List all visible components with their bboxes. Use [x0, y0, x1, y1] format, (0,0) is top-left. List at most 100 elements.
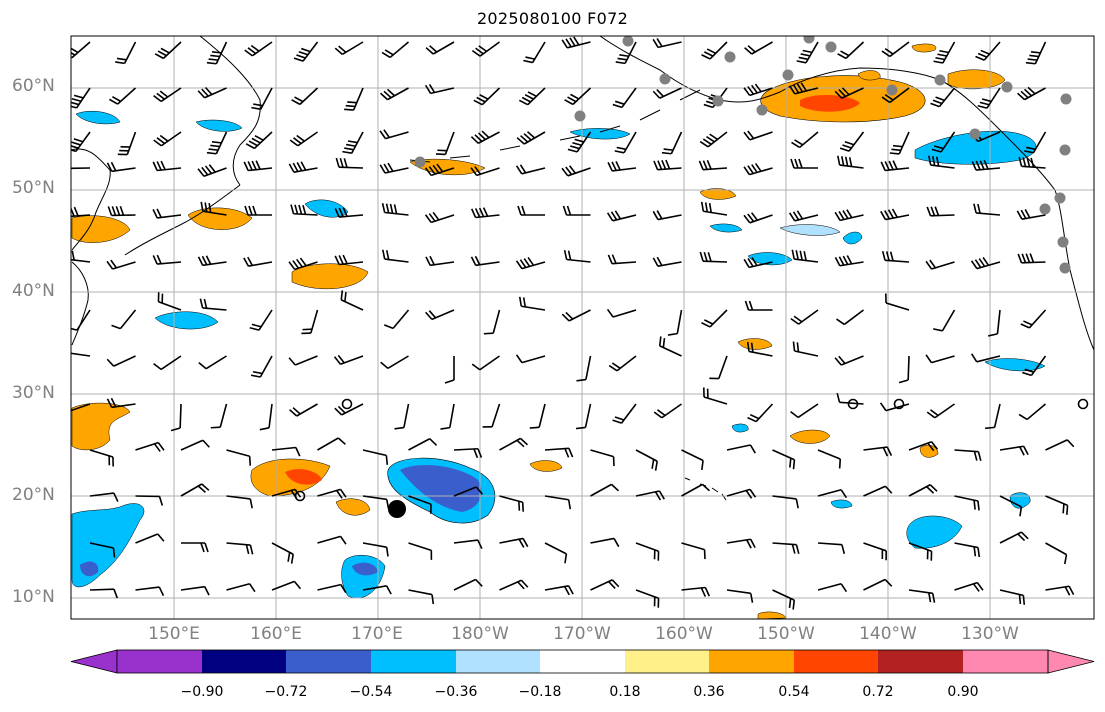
wind-barb — [499, 537, 529, 548]
wind-barb — [930, 87, 956, 108]
wind-barb — [608, 355, 637, 372]
wind-barb — [153, 87, 182, 103]
wind-barb — [863, 446, 893, 457]
wind-barb — [607, 254, 637, 265]
colorbar-tick-label: 0.90 — [947, 684, 979, 700]
wind-barb — [726, 538, 756, 549]
wind-barb — [499, 437, 529, 451]
wind-barb — [606, 210, 637, 222]
wind-barb — [408, 495, 432, 514]
wind-barb — [244, 41, 273, 57]
wind-barb — [482, 403, 501, 428]
wind-barb — [614, 131, 637, 154]
colorbar-tick-label: −0.36 — [434, 684, 478, 700]
wind-barb — [250, 355, 273, 378]
wind-barb — [226, 495, 253, 509]
negative-anomaly-region — [195, 119, 243, 132]
wind-barb — [863, 578, 893, 591]
plot-frame — [70, 35, 1095, 620]
wind-barb — [344, 87, 364, 111]
wind-barb — [435, 131, 455, 156]
positive-anomaly-region — [789, 429, 831, 444]
wind-barb — [424, 163, 455, 177]
wind-barb — [700, 201, 728, 216]
japan-coastline — [71, 261, 89, 346]
wind-barb — [1017, 253, 1046, 264]
gray-dot-marker — [1039, 203, 1051, 215]
wind-barb — [379, 87, 409, 101]
wind-barb — [954, 495, 980, 511]
gray-dot-marker — [712, 95, 724, 107]
negative-anomaly-region — [842, 231, 863, 245]
wind-barb — [590, 579, 620, 591]
open-circle-marker — [893, 398, 905, 410]
strong-negative-anomaly-region — [352, 562, 378, 576]
wind-barb — [607, 161, 637, 172]
wind-barb — [259, 403, 273, 431]
wind-barb — [653, 403, 682, 419]
wind-barb — [817, 583, 848, 593]
wind-barb — [226, 449, 252, 466]
wind-barb — [180, 585, 210, 596]
wind-barb — [928, 155, 955, 169]
colorbar — [70, 649, 1095, 674]
wind-barb — [562, 205, 591, 216]
wind-barb — [197, 255, 227, 267]
gray-dot-marker — [782, 69, 794, 81]
wind-barb — [652, 256, 682, 267]
wind-barb — [135, 533, 165, 544]
wind-barb — [1022, 355, 1047, 377]
wind-barb — [245, 131, 273, 150]
wind-barb — [340, 290, 364, 311]
gray-dot-marker — [1057, 236, 1069, 248]
colorbar-tick-label: 0.54 — [778, 684, 810, 700]
wind-barb — [379, 162, 409, 174]
colorbar-segment — [963, 650, 1048, 673]
positive-anomaly-region — [71, 402, 131, 451]
gray-dot-marker — [756, 104, 768, 116]
wind-barb — [470, 255, 500, 267]
colorbar-tick-label: −0.54 — [349, 684, 393, 700]
wind-barb — [971, 160, 1001, 171]
wind-barb — [515, 164, 546, 175]
wind-barb — [699, 131, 728, 148]
wind-barb — [1045, 542, 1068, 565]
wind-barb — [226, 583, 256, 593]
wind-barb — [424, 83, 455, 95]
wind-barb — [954, 449, 982, 462]
lon-label: 150°W — [757, 624, 815, 644]
wind-barb — [271, 446, 301, 457]
colorbar-segment — [286, 650, 371, 673]
wind-barb — [333, 354, 364, 365]
wind-barb — [180, 439, 210, 451]
gray-dot-marker — [724, 51, 736, 63]
wind-barb — [653, 159, 682, 171]
wind-barb — [271, 542, 294, 564]
wind-barb — [154, 41, 182, 60]
negative-anomaly-region — [154, 311, 219, 330]
wind-barb — [544, 495, 572, 510]
wind-barb — [970, 257, 1001, 270]
wind-barb — [271, 580, 302, 591]
wind-barb — [834, 87, 864, 99]
wind-barb — [106, 161, 136, 173]
wind-barb — [473, 87, 501, 106]
wind-barb — [772, 542, 800, 555]
wind-barb — [681, 586, 711, 597]
wind-barb — [198, 355, 227, 370]
wind-barb — [791, 249, 819, 263]
colorbar-max-arrow — [1047, 649, 1095, 674]
gray-dot-marker — [1054, 192, 1066, 204]
wind-barb — [772, 495, 799, 509]
positive-anomaly-region — [529, 460, 563, 472]
wind-barb — [880, 160, 910, 172]
wind-barb — [180, 483, 210, 497]
wind-barb — [317, 583, 347, 594]
colorbar-tick-label: −0.18 — [518, 684, 562, 700]
wind-barb — [293, 41, 319, 62]
wind-barb — [652, 37, 682, 49]
wind-barb — [612, 87, 637, 109]
wind-barb — [575, 403, 592, 430]
wind-barb — [288, 161, 318, 173]
wind-barb — [499, 579, 529, 591]
